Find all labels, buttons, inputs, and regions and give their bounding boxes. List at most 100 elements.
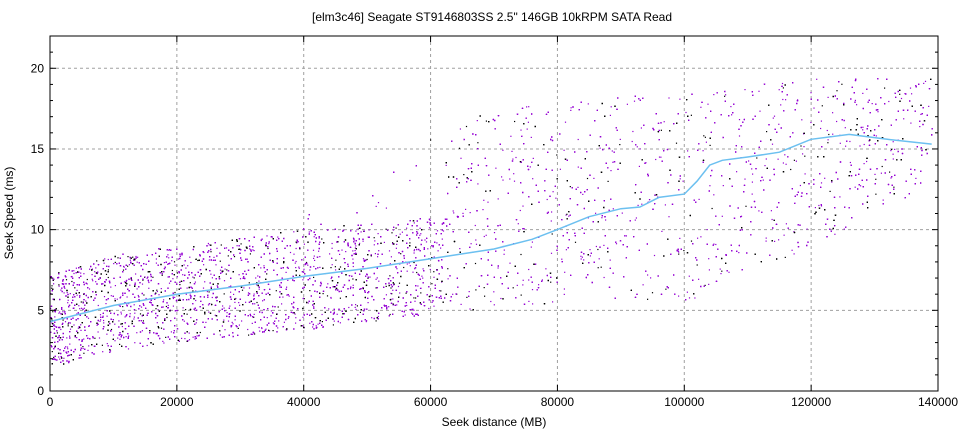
scatter-point xyxy=(475,239,476,240)
scatter-point xyxy=(420,292,421,293)
scatter-point xyxy=(194,277,195,278)
scatter-point xyxy=(193,337,194,338)
scatter-point xyxy=(610,260,611,261)
scatter-point xyxy=(295,314,296,315)
scatter-point xyxy=(830,191,831,192)
scatter-point xyxy=(389,250,390,251)
scatter-point xyxy=(679,238,680,239)
scatter-point xyxy=(319,267,320,268)
scatter-point xyxy=(604,277,605,278)
scatter-point xyxy=(386,294,387,295)
scatter-point xyxy=(782,83,783,84)
scatter-point xyxy=(438,250,439,251)
scatter-point xyxy=(148,282,149,283)
scatter-point xyxy=(800,145,801,146)
scatter-point xyxy=(566,249,567,250)
scatter-point xyxy=(195,259,196,260)
scatter-point xyxy=(128,336,129,337)
scatter-point xyxy=(538,284,539,285)
scatter-point xyxy=(355,250,356,251)
scatter-point xyxy=(220,270,221,271)
scatter-point xyxy=(67,348,68,349)
scatter-point xyxy=(872,103,873,104)
scatter-point xyxy=(113,334,114,335)
scatter-point xyxy=(426,241,427,242)
scatter-point xyxy=(209,291,210,292)
scatter-point xyxy=(689,276,690,277)
scatter-points xyxy=(50,78,933,365)
chart-title: [elm3c46] Seagate ST9146803SS 2.5" 146GB… xyxy=(312,10,672,24)
scatter-point xyxy=(128,348,129,349)
scatter-point xyxy=(486,121,487,122)
scatter-point xyxy=(80,330,81,331)
scatter-point xyxy=(428,308,429,309)
scatter-point xyxy=(169,249,170,250)
scatter-point xyxy=(163,306,164,307)
scatter-point xyxy=(484,236,485,237)
scatter-point xyxy=(167,254,168,255)
scatter-point xyxy=(313,258,314,259)
scatter-point xyxy=(893,141,894,142)
scatter-point xyxy=(215,264,216,265)
scatter-point xyxy=(564,150,565,151)
scatter-point xyxy=(452,294,453,295)
scatter-point xyxy=(430,139,431,140)
scatter-point xyxy=(135,273,136,274)
scatter-point xyxy=(638,205,639,206)
scatter-point xyxy=(475,263,476,264)
scatter-point xyxy=(763,180,764,181)
scatter-point xyxy=(589,249,590,250)
scatter-point xyxy=(232,322,233,323)
scatter-point xyxy=(632,141,633,142)
scatter-point xyxy=(361,231,362,232)
scatter-point xyxy=(254,250,255,251)
scatter-point xyxy=(578,139,579,140)
scatter-point xyxy=(494,304,495,305)
scatter-point xyxy=(601,217,602,218)
scatter-point xyxy=(856,104,857,105)
scatter-point xyxy=(911,93,912,94)
scatter-point xyxy=(293,231,294,232)
scatter-point xyxy=(114,324,115,325)
scatter-point xyxy=(632,131,633,132)
scatter-point xyxy=(453,212,454,213)
scatter-point xyxy=(355,231,356,232)
scatter-point xyxy=(708,284,709,285)
scatter-point xyxy=(882,166,883,167)
scatter-point xyxy=(582,257,583,258)
scatter-point xyxy=(821,205,822,206)
scatter-point xyxy=(134,304,135,305)
scatter-point xyxy=(703,135,704,136)
scatter-point xyxy=(314,236,315,237)
scatter-point xyxy=(483,200,484,201)
scatter-point xyxy=(925,81,926,82)
scatter-point xyxy=(650,277,651,278)
scatter-point xyxy=(627,104,628,105)
scatter-point xyxy=(58,356,59,357)
scatter-point xyxy=(378,316,379,317)
scatter-point xyxy=(144,276,145,277)
scatter-point xyxy=(295,323,296,324)
scatter-point xyxy=(88,318,89,319)
scatter-point xyxy=(570,186,571,187)
scatter-point xyxy=(782,99,783,100)
scatter-point xyxy=(203,288,204,289)
scatter-point xyxy=(142,330,143,331)
scatter-point xyxy=(477,183,478,184)
scatter-point xyxy=(611,106,612,107)
scatter-point xyxy=(668,97,669,98)
scatter-point xyxy=(486,235,487,236)
scatter-point xyxy=(261,240,262,241)
scatter-point xyxy=(204,281,205,282)
scatter-point xyxy=(195,338,196,339)
scatter-point xyxy=(171,260,172,261)
scatter-point xyxy=(399,292,400,293)
scatter-point xyxy=(475,225,476,226)
scatter-point xyxy=(436,242,437,243)
scatter-point xyxy=(252,323,253,324)
scatter-point xyxy=(919,126,920,127)
scatter-point xyxy=(759,111,760,112)
scatter-point xyxy=(447,268,448,269)
scatter-point xyxy=(414,222,415,223)
scatter-point xyxy=(177,272,178,273)
